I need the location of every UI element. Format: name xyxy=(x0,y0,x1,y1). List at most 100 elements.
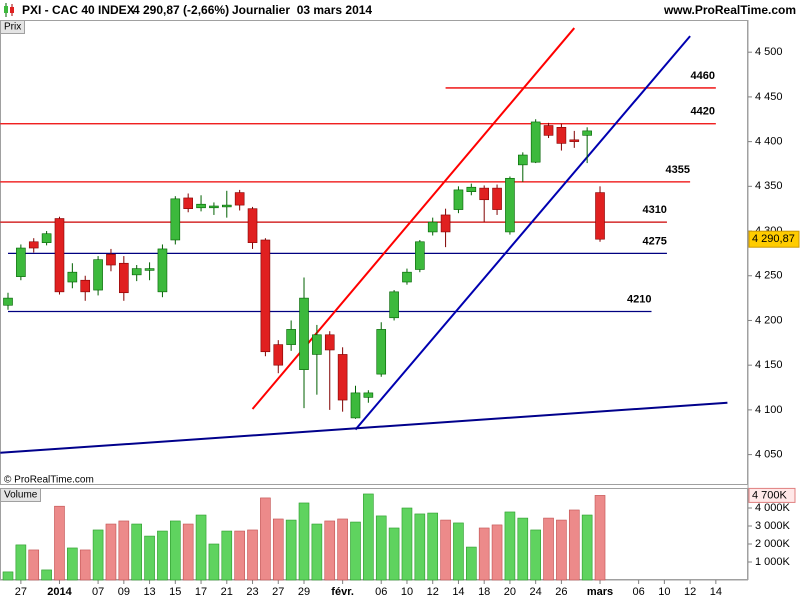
candle-body xyxy=(530,121,541,163)
candle-body xyxy=(131,268,142,276)
volume-bar xyxy=(221,530,233,581)
candle-body xyxy=(337,354,348,401)
x-tick-label: 17 xyxy=(195,586,207,598)
price-panel xyxy=(0,20,748,485)
volume-bar xyxy=(28,549,40,581)
candle-body xyxy=(209,205,219,209)
level-label: 4355 xyxy=(666,164,690,176)
volume-bar xyxy=(556,519,567,581)
volume-title: Volume xyxy=(4,490,38,501)
volume-bar xyxy=(157,530,168,581)
candle-body xyxy=(312,334,322,355)
candle-body xyxy=(517,154,528,166)
x-tick-label: 09 xyxy=(118,586,130,598)
candle-body xyxy=(479,187,489,201)
candle-body xyxy=(16,247,26,277)
candle-body xyxy=(466,186,477,192)
volume-bar xyxy=(581,514,593,581)
volume-bar xyxy=(67,547,78,581)
volume-bar xyxy=(375,515,387,581)
x-tick-label: 06 xyxy=(375,586,387,598)
candle-body xyxy=(376,329,387,375)
x-tick-label: mars xyxy=(587,586,613,598)
volume-bar xyxy=(517,517,529,581)
candle-body xyxy=(273,344,284,366)
volume-bar xyxy=(337,518,348,581)
candle-body xyxy=(80,279,91,293)
candle-body xyxy=(286,329,296,345)
candle-body xyxy=(221,204,232,208)
candle-body xyxy=(144,268,155,271)
volume-bar xyxy=(247,529,258,581)
volume-bar xyxy=(195,514,207,581)
candle-body xyxy=(119,262,129,294)
volume-bar xyxy=(144,535,155,581)
x-tick-label: 10 xyxy=(401,586,413,598)
y-tick-label: 4 100 xyxy=(755,404,783,416)
x-tick-label: 27 xyxy=(15,586,27,598)
candle-body xyxy=(3,297,13,306)
x-tick-label: 13 xyxy=(143,586,155,598)
candle-body xyxy=(247,208,258,243)
y-tick-label: 4 450 xyxy=(755,91,783,103)
candle-body xyxy=(556,127,567,144)
volume-bar xyxy=(350,521,361,581)
x-tick-label: 12 xyxy=(427,586,439,598)
volume-bar xyxy=(298,502,310,581)
volume-bar xyxy=(568,509,580,581)
y-tick-label: 4 350 xyxy=(755,180,783,192)
candle-body xyxy=(543,125,554,136)
volume-bar xyxy=(478,527,490,581)
volume-bar xyxy=(388,527,400,581)
candle-body xyxy=(106,253,116,266)
candle-body xyxy=(350,392,361,419)
y-tick-label: 4 250 xyxy=(755,270,783,282)
volume-bar xyxy=(543,517,554,581)
panel-tab xyxy=(0,20,25,34)
trendline xyxy=(354,35,691,431)
x-tick-label: 29 xyxy=(298,586,310,598)
candle-body xyxy=(41,233,52,243)
y-tick-label: 3 000K xyxy=(755,520,791,532)
site: www.ProRealTime.com xyxy=(663,3,796,17)
level-label: 4275 xyxy=(642,235,666,247)
volume-bar xyxy=(15,544,27,581)
x-tick-label: 14 xyxy=(710,586,722,598)
candle-body xyxy=(260,239,271,353)
volume-bar xyxy=(440,519,451,581)
candle-body xyxy=(492,187,502,210)
instrument: PXI - CAC 40 INDEX xyxy=(22,3,135,17)
x-tick-label: 07 xyxy=(92,586,104,598)
volume-bar xyxy=(414,513,426,581)
y-tick-label: 4 500 xyxy=(755,46,783,58)
x-tick-label: 15 xyxy=(169,586,181,598)
candle-body xyxy=(595,192,605,240)
x-tick-label: 2014 xyxy=(47,586,72,598)
candle-body xyxy=(170,198,181,241)
x-tick-label: 21 xyxy=(221,586,233,598)
candle-body xyxy=(402,271,412,283)
volume-bar xyxy=(79,549,91,581)
volume-bar xyxy=(285,519,297,581)
x-tick-label: 10 xyxy=(658,586,670,598)
volume-bar xyxy=(466,546,477,581)
volume-bar xyxy=(530,529,541,581)
volume-bar xyxy=(92,529,104,581)
y-tick-label: 4 200 xyxy=(755,314,783,326)
volume-bar xyxy=(234,530,245,581)
candle-body xyxy=(157,248,168,293)
last-price-label: 4 290,87 xyxy=(752,233,795,245)
volume-bar xyxy=(594,495,606,581)
volume-tab xyxy=(0,488,41,502)
x-tick-label: févr. xyxy=(331,586,354,598)
level-label: 4310 xyxy=(642,204,666,216)
copyright: © ProRealTime.com xyxy=(4,475,94,486)
x-tick-label: 23 xyxy=(246,586,258,598)
level-label: 4420 xyxy=(691,106,715,118)
volume-bar xyxy=(208,543,220,581)
candle-body xyxy=(28,241,39,249)
y-tick-label: 4 000K xyxy=(755,502,791,514)
x-tick-label: 12 xyxy=(684,586,696,598)
x-tick-label: 14 xyxy=(452,586,464,598)
